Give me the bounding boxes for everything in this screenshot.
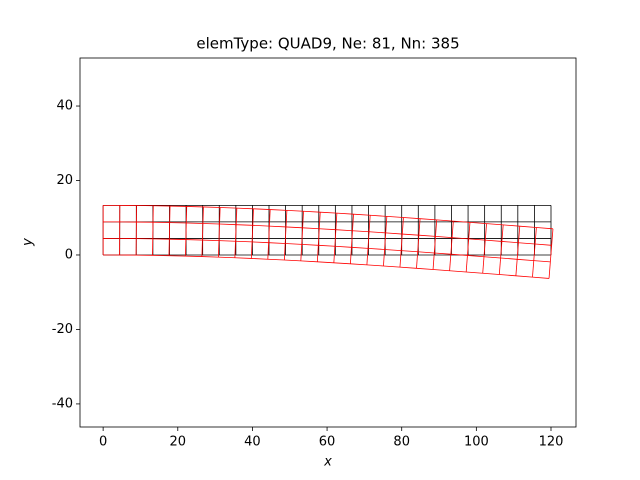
deformed-line [152, 205, 154, 256]
y-tick-label: 0 [65, 247, 73, 262]
deformed-line [465, 222, 471, 273]
x-tick-label: 60 [319, 435, 336, 450]
y-tick-label: 20 [56, 173, 73, 188]
deformed-line [532, 227, 537, 278]
deformed-line [234, 208, 238, 258]
deformed-line [498, 224, 504, 275]
deformed-line [300, 211, 304, 261]
y-tick-label: -20 [52, 322, 73, 337]
deformed-line [135, 205, 137, 256]
deformed-line [432, 219, 438, 270]
deformed-line [283, 210, 288, 261]
y-tick-label: 40 [56, 99, 73, 114]
x-tick-label: 100 [464, 435, 489, 450]
deformed-line [383, 216, 388, 267]
deformed-line [217, 207, 221, 258]
deformed-line [103, 221, 552, 246]
deformed-line [333, 213, 338, 263]
x-tick-label: 40 [244, 435, 261, 450]
deformed-line [103, 204, 553, 230]
deformed-line [250, 208, 254, 259]
deformed-line [103, 254, 550, 279]
axes-frame [79, 57, 577, 428]
deformed-line [267, 209, 271, 260]
deformed-line [201, 206, 204, 257]
deformed-line [548, 228, 554, 279]
deformed-line [482, 223, 487, 274]
x-tick-label: 20 [170, 435, 187, 450]
deformed-line [449, 221, 454, 271]
deformed-line [416, 218, 421, 269]
deformed-line [399, 217, 404, 268]
y-tick-label: -40 [52, 396, 73, 411]
x-tick-label: 80 [393, 435, 410, 450]
deformed-line [168, 206, 171, 256]
deformed-line [316, 212, 321, 262]
deformed-line [185, 206, 188, 257]
deformed-line [349, 214, 354, 264]
deformed-line [515, 226, 521, 276]
deformed-line [366, 215, 371, 265]
y-axis-label: y [21, 238, 36, 247]
x-tick-label: 0 [99, 435, 107, 450]
chart-title: elemType: QUAD9, Ne: 81, Nn: 385 [196, 35, 459, 53]
deformed-line [103, 238, 551, 263]
x-axis-label: x [323, 455, 332, 470]
x-tick-label: 120 [539, 435, 564, 450]
